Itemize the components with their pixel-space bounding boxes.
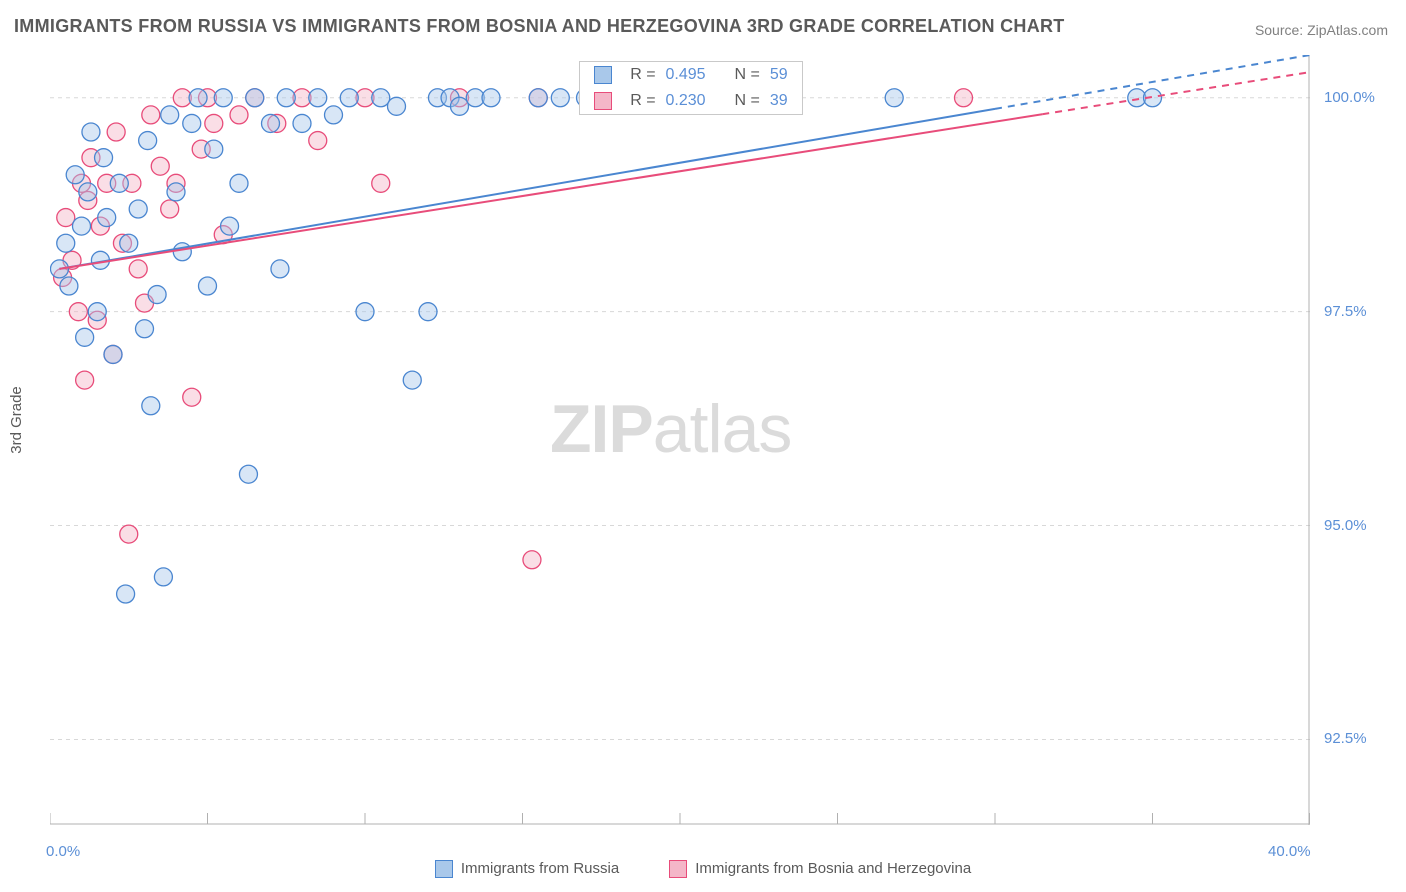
- legend-label: Immigrants from Russia: [461, 860, 619, 877]
- scatter-point: [277, 89, 295, 107]
- chart-title: IMMIGRANTS FROM RUSSIA VS IMMIGRANTS FRO…: [14, 16, 1065, 37]
- scatter-point: [529, 89, 547, 107]
- scatter-point: [60, 277, 78, 295]
- scatter-point: [120, 234, 138, 252]
- scatter-point: [76, 371, 94, 389]
- y-tick-label: 97.5%: [1324, 303, 1367, 320]
- scatter-point: [523, 551, 541, 569]
- scatter-point: [151, 157, 169, 175]
- scatter-point: [214, 89, 232, 107]
- watermark-atlas: atlas: [653, 391, 792, 467]
- legend-text: N =: [734, 66, 759, 84]
- scatter-point: [419, 303, 437, 321]
- y-axis-label: 3rd Grade: [8, 386, 25, 454]
- scatter-point: [482, 89, 500, 107]
- legend-swatch: [435, 860, 453, 878]
- scatter-point: [95, 149, 113, 167]
- scatter-point: [262, 114, 280, 132]
- scatter-point: [142, 106, 160, 124]
- scatter-point: [154, 568, 172, 586]
- correlation-legend-row: R = 0.495 N = 59: [580, 62, 801, 88]
- watermark-zip: ZIP: [550, 391, 653, 467]
- y-tick-label: 100.0%: [1324, 89, 1375, 106]
- scatter-point: [136, 320, 154, 338]
- trend-line: [59, 114, 1042, 269]
- scatter-point: [199, 277, 217, 295]
- legend-text: R =: [630, 92, 655, 110]
- scatter-point: [403, 371, 421, 389]
- r-value: 0.495: [666, 66, 706, 84]
- scatter-point: [205, 114, 223, 132]
- scatter-point: [309, 89, 327, 107]
- y-tick-label: 95.0%: [1324, 517, 1367, 534]
- scatter-point: [388, 97, 406, 115]
- legend-item: Immigrants from Bosnia and Herzegovina: [669, 860, 971, 878]
- trend-line: [59, 109, 995, 269]
- scatter-point: [142, 397, 160, 415]
- n-value: 59: [770, 66, 788, 84]
- scatter-point: [325, 106, 343, 124]
- scatter-point: [161, 200, 179, 218]
- scatter-point: [161, 106, 179, 124]
- scatter-point: [340, 89, 358, 107]
- scatter-point: [66, 166, 84, 184]
- legend-label: Immigrants from Bosnia and Herzegovina: [695, 860, 971, 877]
- scatter-point: [73, 217, 91, 235]
- legend-text: N =: [734, 92, 759, 110]
- scatter-point: [173, 243, 191, 261]
- scatter-point: [120, 525, 138, 543]
- scatter-point: [183, 388, 201, 406]
- scatter-point: [98, 209, 116, 227]
- scatter-point: [221, 217, 239, 235]
- scatter-point: [955, 89, 973, 107]
- scatter-point: [117, 585, 135, 603]
- scatter-point: [271, 260, 289, 278]
- scatter-point: [57, 209, 75, 227]
- legend-text: R =: [630, 66, 655, 84]
- legend-swatch: [669, 860, 687, 878]
- scatter-point: [88, 303, 106, 321]
- scatter-point: [110, 174, 128, 192]
- scatter-point: [104, 345, 122, 363]
- scatter-point: [372, 174, 390, 192]
- scatter-point: [82, 123, 100, 141]
- watermark: ZIPatlas: [550, 390, 791, 468]
- scatter-point: [451, 97, 469, 115]
- scatter-point: [309, 132, 327, 150]
- correlation-legend: R = 0.495 N = 59 R = 0.230 N = 39: [579, 61, 802, 115]
- r-value: 0.230: [666, 92, 706, 110]
- y-tick-label: 92.5%: [1324, 730, 1367, 747]
- scatter-point: [205, 140, 223, 158]
- scatter-point: [230, 174, 248, 192]
- scatter-point: [356, 303, 374, 321]
- scatter-point: [76, 328, 94, 346]
- scatter-point: [239, 465, 257, 483]
- scatter-point: [107, 123, 125, 141]
- legend-swatch: [594, 92, 612, 110]
- scatter-point: [139, 132, 157, 150]
- scatter-point: [167, 183, 185, 201]
- scatter-point: [129, 260, 147, 278]
- scatter-point: [885, 89, 903, 107]
- scatter-point: [129, 200, 147, 218]
- x-tick-label: 0.0%: [46, 843, 80, 860]
- legend-swatch: [594, 66, 612, 84]
- scatter-point: [551, 89, 569, 107]
- legend-item: Immigrants from Russia: [435, 860, 619, 878]
- scatter-point: [372, 89, 390, 107]
- scatter-point: [246, 89, 264, 107]
- scatter-point: [79, 183, 97, 201]
- scatter-point: [183, 114, 201, 132]
- scatter-point: [57, 234, 75, 252]
- scatter-point: [189, 89, 207, 107]
- x-tick-label: 40.0%: [1268, 843, 1311, 860]
- chart-source: Source: ZipAtlas.com: [1255, 22, 1388, 38]
- n-value: 39: [770, 92, 788, 110]
- scatter-point: [230, 106, 248, 124]
- series-legend: Immigrants from Russia Immigrants from Bo…: [0, 860, 1406, 878]
- correlation-legend-row: R = 0.230 N = 39: [580, 88, 801, 114]
- scatter-point: [148, 286, 166, 304]
- scatter-point: [69, 303, 87, 321]
- scatter-point: [293, 114, 311, 132]
